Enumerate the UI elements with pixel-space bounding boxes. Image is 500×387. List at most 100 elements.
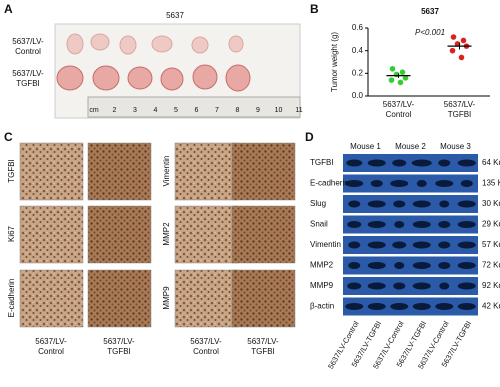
x-tick-label: TGFBI (448, 110, 472, 119)
ihc-image (231, 142, 296, 201)
stain-label: TGFBI (7, 159, 16, 183)
size-label: 30 Kd (482, 199, 500, 208)
blot-row (343, 277, 478, 295)
tumor (90, 33, 110, 51)
ruler-label: 4 (154, 107, 158, 114)
band (439, 282, 450, 290)
panel-label: B (310, 2, 319, 16)
blot-row (343, 236, 478, 254)
band (438, 159, 451, 167)
ruler-label: 11 (295, 107, 302, 114)
point (397, 79, 404, 86)
ruler-label: 10 (275, 107, 283, 114)
stain-label: MMP2 (162, 222, 171, 246)
ihc-image (87, 269, 152, 328)
band (435, 303, 454, 310)
band (412, 241, 431, 249)
ruler-label: 5 (174, 107, 178, 114)
size-label: 92 Kd (482, 281, 500, 290)
ihc-image (174, 269, 239, 328)
column-label: Control (38, 347, 64, 356)
point (450, 34, 457, 40)
band (390, 303, 409, 310)
tumor (56, 65, 84, 91)
column-label: 5637/LV- (103, 337, 135, 346)
band (457, 200, 476, 208)
tumor (191, 36, 209, 54)
protein-label: Slug (310, 199, 326, 208)
panel-label: C (4, 130, 13, 144)
point (449, 47, 456, 54)
stain-label: E-cadherin (7, 279, 16, 318)
band (412, 200, 431, 208)
size-label: 135 Kd (482, 179, 500, 188)
ruler-label: 7 (215, 107, 219, 114)
column-label: Control (193, 347, 219, 356)
band (390, 180, 409, 187)
band (346, 159, 363, 167)
column-label: TGFBI (107, 347, 131, 356)
band (367, 282, 386, 290)
band (435, 180, 454, 187)
band (392, 159, 407, 167)
ihc-image (19, 205, 84, 264)
blot-row (343, 215, 478, 234)
ihc-image (231, 205, 296, 264)
ruler-label: 6 (195, 107, 199, 114)
band (347, 221, 362, 228)
band (439, 200, 450, 208)
blot-row (343, 174, 478, 193)
tumor (119, 35, 137, 55)
ruler (87, 96, 301, 118)
chart-title: 5637 (421, 7, 439, 16)
y-tick-label: 0.6 (352, 23, 364, 32)
row-label: 5637/LV- (12, 69, 44, 78)
panel-label: D (305, 130, 314, 144)
protein-label: E-cadherin (310, 179, 349, 188)
ruler-label: cm (89, 107, 99, 114)
row-label: Control (15, 47, 41, 56)
band (457, 221, 476, 228)
ihc-image (231, 269, 296, 328)
size-label: 29 Kd (482, 220, 500, 229)
band (457, 159, 476, 167)
band (457, 241, 476, 249)
row-label: 5637/LV- (12, 37, 44, 46)
band (457, 282, 476, 290)
band (367, 303, 386, 310)
point (399, 69, 406, 75)
band (370, 180, 383, 187)
point (388, 77, 395, 83)
point (460, 37, 467, 44)
ihc-image (19, 269, 84, 328)
tumor (151, 35, 173, 53)
ruler-label: 8 (236, 107, 240, 114)
tumor (228, 35, 244, 53)
point (454, 41, 461, 47)
ruler-label: 3 (133, 107, 137, 114)
blot-row (343, 256, 478, 275)
column-label: 5637/LV- (247, 337, 279, 346)
band (438, 241, 451, 249)
band (367, 241, 386, 249)
band (367, 221, 386, 228)
ihc-image (87, 142, 152, 201)
y-axis-label: Tumor weight (g) (330, 32, 339, 93)
blot-row (343, 154, 478, 172)
size-label: 42 Kd (482, 302, 500, 311)
protein-label: MMP9 (310, 281, 334, 290)
point (389, 66, 396, 72)
size-label: 64 Kd (482, 158, 500, 167)
protein-label: TGFBI (310, 158, 334, 167)
tumor (225, 64, 251, 92)
ihc-image (174, 205, 239, 264)
protein-label: β-actin (310, 302, 334, 311)
band (412, 262, 431, 269)
stain-label: Ki67 (7, 225, 16, 242)
band (348, 200, 361, 208)
band (438, 221, 451, 228)
stain-label: MMP9 (162, 286, 171, 310)
band (348, 241, 361, 249)
protein-label: MMP2 (310, 261, 334, 270)
